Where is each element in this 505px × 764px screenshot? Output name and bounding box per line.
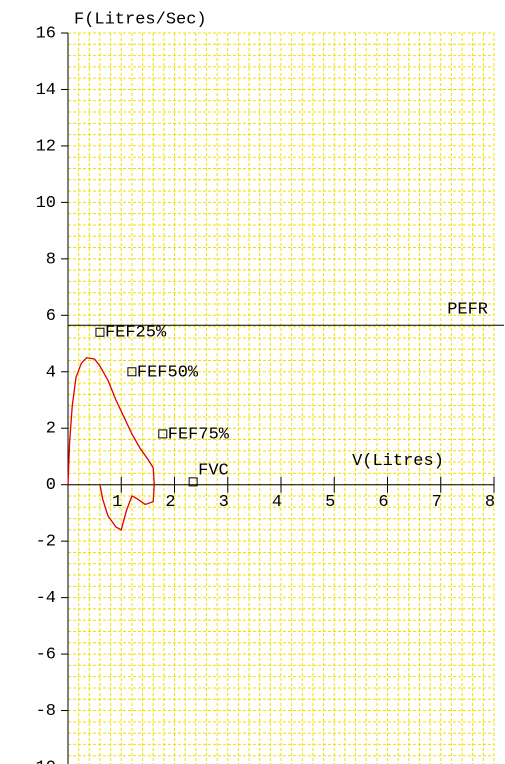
y-tick-label: -10 [25, 758, 56, 764]
annotation-label: FVC [198, 461, 229, 480]
y-tick-label: -8 [36, 702, 56, 721]
annotation-label: FEF50% [137, 363, 199, 382]
annotation-label: FEF75% [168, 425, 230, 444]
y-axis-label: F(Litres/Sec) [74, 10, 207, 29]
y-tick-label: -6 [36, 646, 56, 665]
y-tick-label: 2 [46, 420, 56, 439]
y-tick-label: 16 [36, 24, 56, 43]
x-axis-label: V(Litres) [352, 452, 444, 471]
annotation-marker [127, 367, 137, 377]
x-tick-label: 6 [378, 493, 388, 512]
annotation-label: FEF25% [105, 324, 167, 343]
x-tick-label: 8 [485, 493, 495, 512]
y-tick-label: 0 [46, 476, 56, 495]
x-tick-label: 5 [325, 493, 335, 512]
annotation-marker [95, 327, 105, 337]
y-tick-label: 12 [36, 137, 56, 156]
y-tick-label: 8 [46, 250, 56, 269]
x-tick-label: 2 [165, 493, 175, 512]
y-tick-label: 10 [36, 194, 56, 213]
x-tick-label: 1 [112, 493, 122, 512]
y-tick-label: -2 [36, 533, 56, 552]
x-tick-label: 4 [272, 493, 282, 512]
pefr-label: PEFR [447, 301, 488, 320]
annotation-marker [188, 477, 198, 487]
x-tick-label: 3 [219, 493, 229, 512]
x-tick-label: 7 [432, 493, 442, 512]
y-tick-label: 6 [46, 307, 56, 326]
y-tick-label: 14 [36, 81, 56, 100]
y-tick-label: 4 [46, 363, 56, 382]
y-tick-label: -4 [36, 589, 56, 608]
annotation-marker [158, 429, 168, 439]
flow-volume-curve [67, 356, 155, 531]
